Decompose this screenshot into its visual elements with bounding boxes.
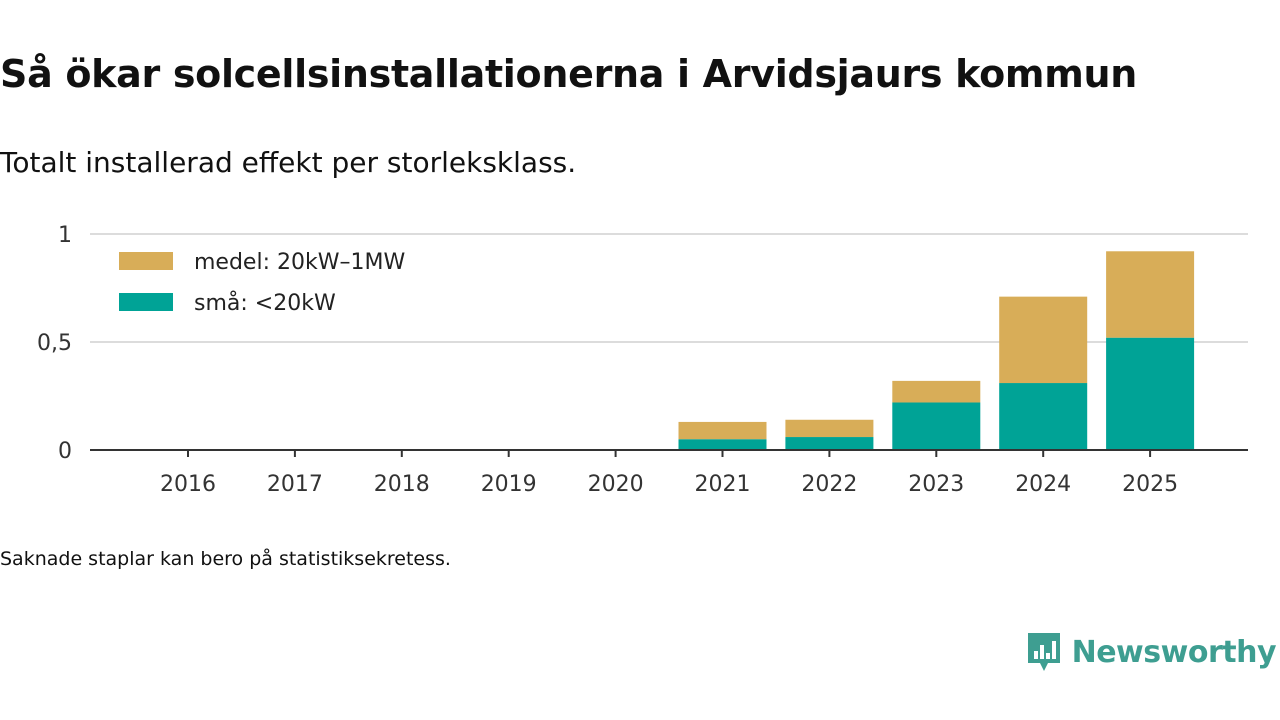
- legend-swatch: [119, 293, 173, 311]
- x-tick-label-2016: 2016: [160, 472, 216, 497]
- bar-medel-2022: [785, 419, 874, 438]
- y-axis-tick-labels: 00,51: [37, 223, 72, 464]
- chart-subtitle: Totalt installerad effekt per storlekskl…: [0, 146, 577, 179]
- y-tick-label: 1: [58, 223, 72, 248]
- bar-sma-2025: [1106, 337, 1195, 450]
- bar-medel-2025: [1106, 251, 1195, 338]
- x-tick-label-2020: 2020: [588, 472, 644, 497]
- bar-medel-2021: [678, 421, 767, 440]
- bar-chart: 00,51 2016 2017 2018 2019 2020 2021 2022 2023 20…: [37, 223, 1248, 497]
- newsworthy-logo-icon: [1027, 633, 1060, 671]
- x-tick-label-2017: 2017: [267, 472, 323, 497]
- x-tick-label-2024: 2024: [1015, 472, 1071, 497]
- bar-sma-2021: [678, 439, 767, 450]
- bar-sma-2024: [999, 383, 1088, 450]
- newsworthy-logo-text: Newsworthy: [1071, 634, 1277, 670]
- legend: medel: 20kW–1MW små: <20kW: [119, 250, 405, 316]
- x-tick-label-2025: 2025: [1122, 472, 1178, 497]
- chart-title: Så ökar solcellsinstallationerna i Arvid…: [0, 52, 1138, 96]
- x-tick-label-2018: 2018: [374, 472, 430, 497]
- legend-swatch: [119, 252, 173, 270]
- footnote: Saknade staplar kan bero på statistiksek…: [0, 548, 451, 570]
- x-tick-label-2022: 2022: [801, 472, 857, 497]
- bars: [678, 251, 1195, 450]
- bar-sma-2023: [892, 402, 981, 450]
- x-tick-label-2021: 2021: [695, 472, 751, 497]
- x-tick-label-2023: 2023: [908, 472, 964, 497]
- bar-sma-2022: [785, 437, 874, 450]
- y-tick-label: 0: [58, 439, 72, 464]
- x-axis-tick-labels: 2016 2017 2018 2019 2020 2021 2022 2023 2024 2025: [160, 450, 1178, 497]
- newsworthy-logo: Newsworthy: [1026, 630, 1277, 674]
- bar-medel-2024: [999, 296, 1088, 384]
- legend-label: medel: 20kW–1MW: [194, 250, 405, 275]
- bar-medel-2023: [892, 380, 981, 403]
- legend-label: små: <20kW: [194, 290, 336, 316]
- y-tick-label: 0,5: [37, 331, 72, 356]
- x-tick-label-2019: 2019: [481, 472, 537, 497]
